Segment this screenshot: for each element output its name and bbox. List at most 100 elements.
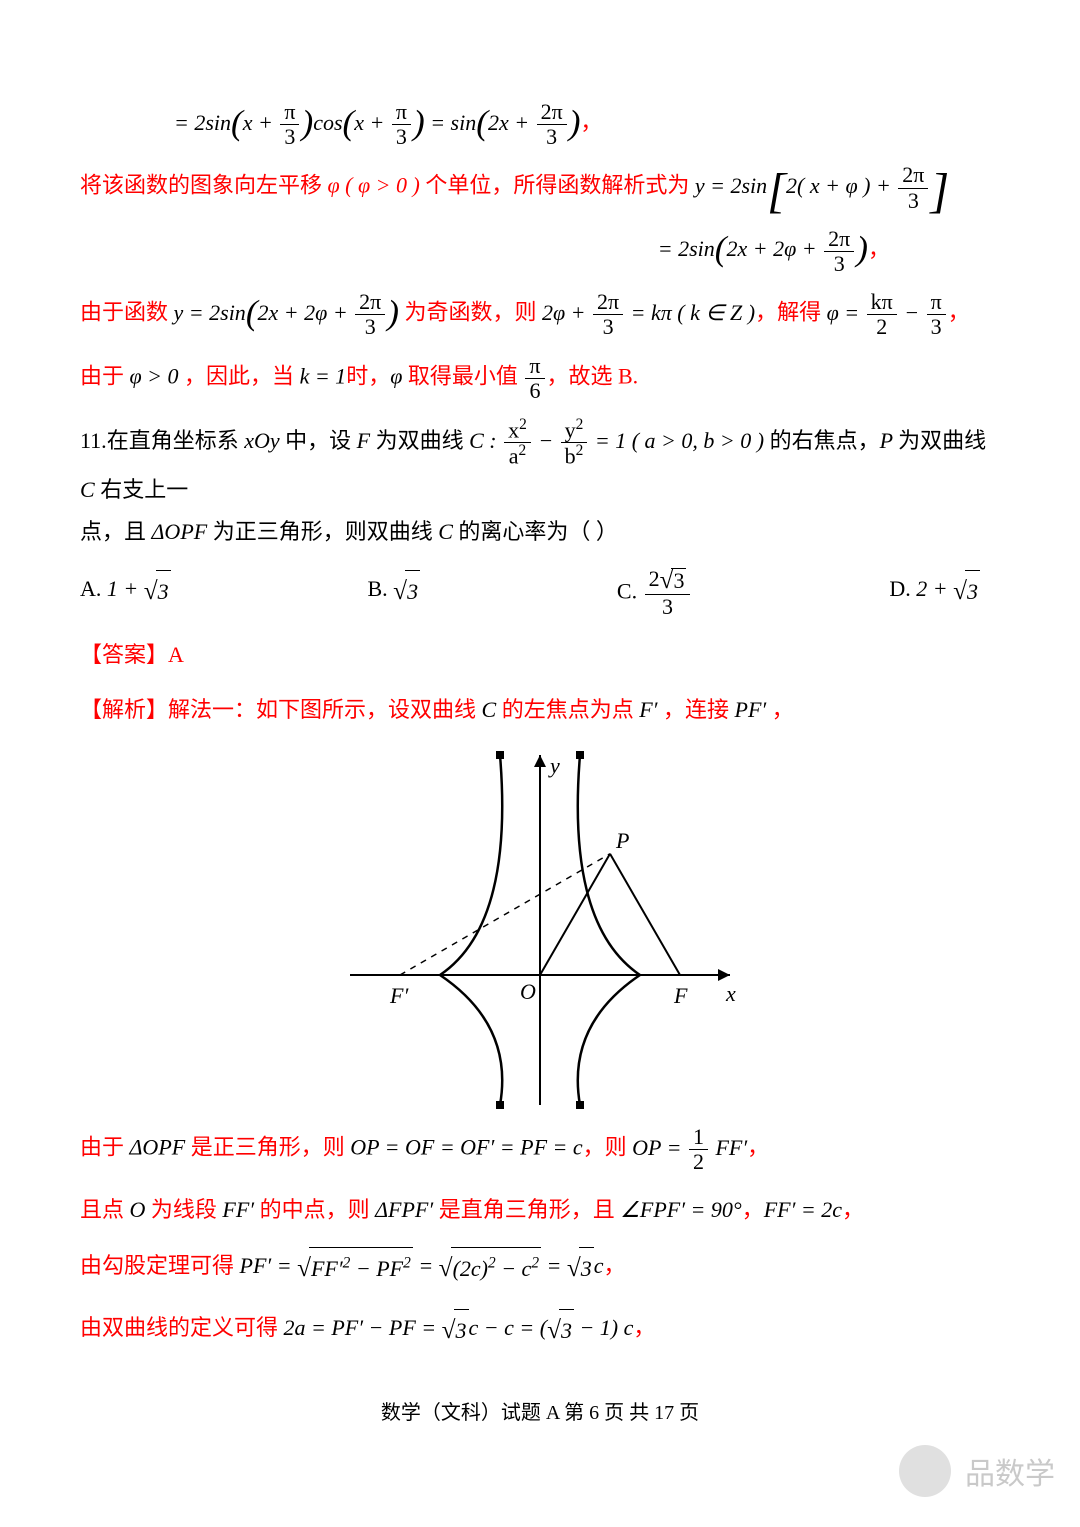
math: k = 1 [300,363,347,388]
text: ，因此，当 [184,363,300,388]
text: 点，且 [80,519,152,544]
text: ，连接 [663,697,735,722]
sol-line-4: 由双曲线的定义可得 2a = PF′ − PF = √3c − c = (√3 … [80,1306,1000,1354]
text: 为双曲线 [376,428,470,453]
math: ΔFPF′ [375,1197,439,1222]
math: OP = OF = OF′ = PF = c [350,1135,582,1160]
hyperbola-diagram: O F F′ Px y [330,745,750,1115]
q-number: 11. [80,428,107,453]
math: = 2sin(x + π3)cos(x + π3) = sin(2x + 2π3… [174,110,580,135]
math: xOy [244,428,285,453]
eq-line-3: = 2sin(2x + 2φ + 2π3)， [80,227,1000,276]
math: FF′ [222,1197,259,1222]
text: 为奇函数，则 [399,300,542,325]
svg-text:y: y [548,753,560,778]
sol-line-3: 由勾股定理可得 PF′ = √FF′2 − PF2 = √(2c)2 − c2 … [80,1244,1000,1292]
answer-label: 【答案】 [80,642,168,667]
math: y = 2sin[2( x + φ ) + 2π3] [695,173,949,198]
svg-text:F: F [673,983,688,1008]
math: 2φ + 2π3 = kπ ( k ∈ Z ) [542,300,755,325]
sol-line-1: 由于 ΔOPF 是正三角形，则 OP = OF = OF′ = PF = c，则… [80,1125,1000,1174]
math: C [482,697,502,722]
watermark: 品数学 [899,1445,1055,1497]
text: 将该函数的图象向左平移 [80,173,328,198]
text: 为正三角形，则双曲线 [213,519,439,544]
text: 为线段 [151,1197,223,1222]
hyperbola-eq: C : x2a2 − y2b2 = 1 ( a > 0, b > 0 ) [469,428,769,453]
odd-fn-line: 由于函数 y = 2sin(2x + 2φ + 2π3) 为奇函数，则 2φ +… [80,290,1000,339]
comma: ， [580,110,602,135]
page-footer: 数学（文科）试题 A 第 6 页 共 17 页 [80,1394,1000,1432]
text: ， [604,1253,626,1278]
text: ， [633,1315,655,1340]
choice-a: A. 1 + √3 [80,567,171,620]
math: φ > 0 [130,363,185,388]
text: 且点 [80,1197,130,1222]
text: 由双曲线的定义可得 [80,1315,284,1340]
text: 由于 [80,1135,130,1160]
text: ，则 [583,1135,633,1160]
text: ， [842,1197,864,1222]
math: FF′ = 2c [764,1197,842,1222]
math: ∠FPF′ = 90° [620,1197,742,1222]
math: PF′ = √FF′2 − PF2 = √(2c)2 − c2 = √3c [240,1253,604,1278]
page-content: = 2sin(x + π3)cos(x + π3) = sin(2x + 2π3… [0,0,1080,1432]
text: 由于函数 [80,300,174,325]
shift-line: 将该函数的图象向左平移 φ ( φ > 0 ) 个单位，所得函数解析式为 y =… [80,163,1000,212]
solution-head: 【解析】解法一：如下图所示，设双曲线 C 的左焦点为点 F′ ，连接 PF′ ， [80,689,1000,731]
math: φ ( φ > 0 ) [328,173,426,198]
question-11: 11.在直角坐标系 xOy 中，设 F 为双曲线 C : x2a2 − y2b2… [80,417,1000,553]
math: P [880,428,899,453]
text: 在直角坐标系 [107,428,245,453]
text: 取得最小值 [408,363,524,388]
text: 由于 [80,363,130,388]
sol-line-2: 且点 O 为线段 FF′ 的中点，则 ΔFPF′ 是直角三角形，且 ∠FPF′ … [80,1189,1000,1231]
text: 的左焦点为点 [502,697,640,722]
svg-text:P: P [615,828,629,853]
math: O [130,1197,151,1222]
answer-choices: A. 1 + √3 B. √3 C. 2√33 D. 2 + √3 [80,567,1000,620]
text: 是正三角形，则 [191,1135,351,1160]
text: 右支上一 [100,477,188,502]
watermark-text: 品数学 [965,1449,1055,1493]
math: PF′ [735,697,772,722]
text: 时， [346,363,390,388]
text: 是直角三角形，且 [439,1197,621,1222]
text: ，故选 B. [547,363,639,388]
math: F [357,428,376,453]
choice-b: B. √3 [367,567,420,620]
text: 中，设 [285,428,357,453]
math: φ = kπ2 − π3 [827,300,948,325]
eq-line-1: = 2sin(x + π3)cos(x + π3) = sin(2x + 2π3… [80,100,1000,149]
math: 2a = PF′ − PF = √3c − c = (√3 − 1) c [284,1315,634,1340]
answer-value: A [168,642,184,667]
min-value-line: 由于 φ > 0 ，因此，当 k = 1时，φ 取得最小值 π6，故选 B. [80,354,1000,403]
math: C [80,477,100,502]
text: ， [742,1197,764,1222]
svg-text:F′: F′ [389,983,409,1008]
text: 由勾股定理可得 [80,1253,240,1278]
math: ΔOPF [152,519,213,544]
text: ， [772,697,794,722]
text: 解法一：如下图所示，设双曲线 [168,697,482,722]
text: ，解得 [755,300,827,325]
text: 个单位，所得函数解析式为 [425,173,695,198]
math: C [438,519,458,544]
answer-line: 【答案】A [80,634,1000,676]
math: OP = 12 FF′ [632,1135,747,1160]
text: 的中点，则 [260,1197,376,1222]
choice-c: C. 2√33 [617,567,693,620]
choice-d: D. 2 + √3 [889,567,980,620]
text: 的离心率为（ ） [458,519,618,544]
math: F′ [639,697,663,722]
text: 为双曲线 [898,428,986,453]
math: π6 [523,363,546,388]
math: ΔOPF [130,1135,191,1160]
math: = 2sin(2x + 2φ + 2π3) [658,236,868,261]
text: ， [948,300,970,325]
math: y = 2sin(2x + 2φ + 2π3) [174,300,399,325]
svg-text:x: x [725,981,736,1006]
svg-text:O: O [520,979,536,1004]
math: φ [390,363,408,388]
text: 的右焦点， [770,428,880,453]
